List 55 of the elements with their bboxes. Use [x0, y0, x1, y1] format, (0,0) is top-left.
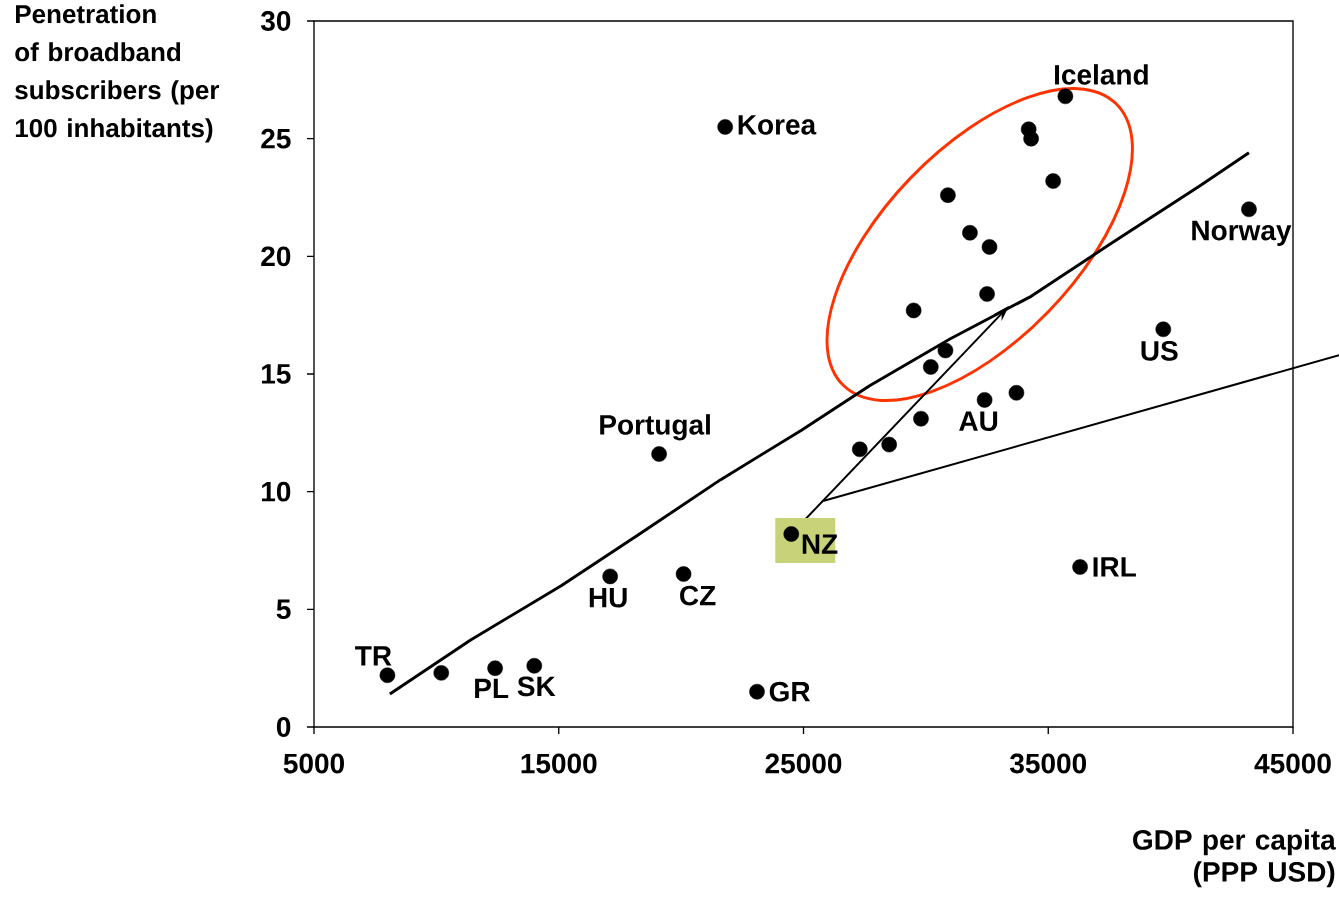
y-tick-label: 20	[261, 246, 291, 267]
y-tick-label: 5	[276, 599, 291, 620]
annotation: GR	[769, 681, 811, 702]
annotation: IRL	[1093, 557, 1136, 577]
annotation: Norway	[1192, 220, 1292, 246]
point	[1057, 88, 1074, 105]
point	[976, 392, 993, 408]
point	[379, 667, 396, 683]
point	[940, 187, 956, 203]
annotation: Iceland	[1055, 64, 1148, 85]
y-tick-label: 10	[262, 481, 291, 502]
point	[923, 359, 939, 375]
y-tick-label: 25	[261, 128, 291, 149]
point	[783, 526, 800, 542]
point	[981, 239, 998, 255]
x-tick-label: 25000	[765, 753, 842, 774]
annotation: TR	[355, 646, 392, 666]
annotation: CZ	[680, 585, 716, 606]
annotation: AU	[959, 411, 998, 432]
annotation: Portugal	[600, 414, 710, 441]
point	[749, 683, 765, 700]
point	[675, 566, 692, 582]
y-tick-label: 0	[276, 717, 291, 737]
y-axis-title: Penetration of broadband subscribers (per 100 inhabitants)	[15, 4, 220, 143]
annotation: Korea	[738, 115, 817, 135]
point	[1045, 173, 1061, 189]
annotation: HU	[589, 587, 627, 608]
x-tick-label: 5000	[283, 753, 344, 774]
point	[937, 342, 954, 359]
point	[526, 658, 543, 674]
x-tick-label: 15000	[521, 753, 597, 774]
point	[913, 410, 929, 427]
point	[1072, 559, 1088, 575]
point	[651, 446, 667, 462]
point	[1023, 130, 1039, 147]
point	[979, 286, 995, 302]
point	[1008, 385, 1025, 401]
point	[602, 568, 618, 585]
x-axis-title: GDP per capita (PPP USD)	[1133, 829, 1336, 888]
annotation: US	[1141, 340, 1178, 361]
point	[717, 119, 733, 135]
x-tick-label: 45000	[1254, 753, 1331, 774]
point	[487, 660, 503, 676]
x-tick-label: 35000	[1009, 753, 1087, 774]
point	[962, 225, 978, 241]
point	[881, 436, 897, 453]
point	[1241, 201, 1257, 218]
y-tick-label: 15	[262, 364, 291, 384]
point	[1155, 321, 1172, 338]
annotation: PL	[475, 678, 509, 699]
point	[852, 441, 868, 458]
point	[433, 665, 450, 681]
y-tick-label: 30	[260, 11, 291, 31]
annotation: SK	[517, 676, 556, 697]
point	[905, 302, 922, 319]
